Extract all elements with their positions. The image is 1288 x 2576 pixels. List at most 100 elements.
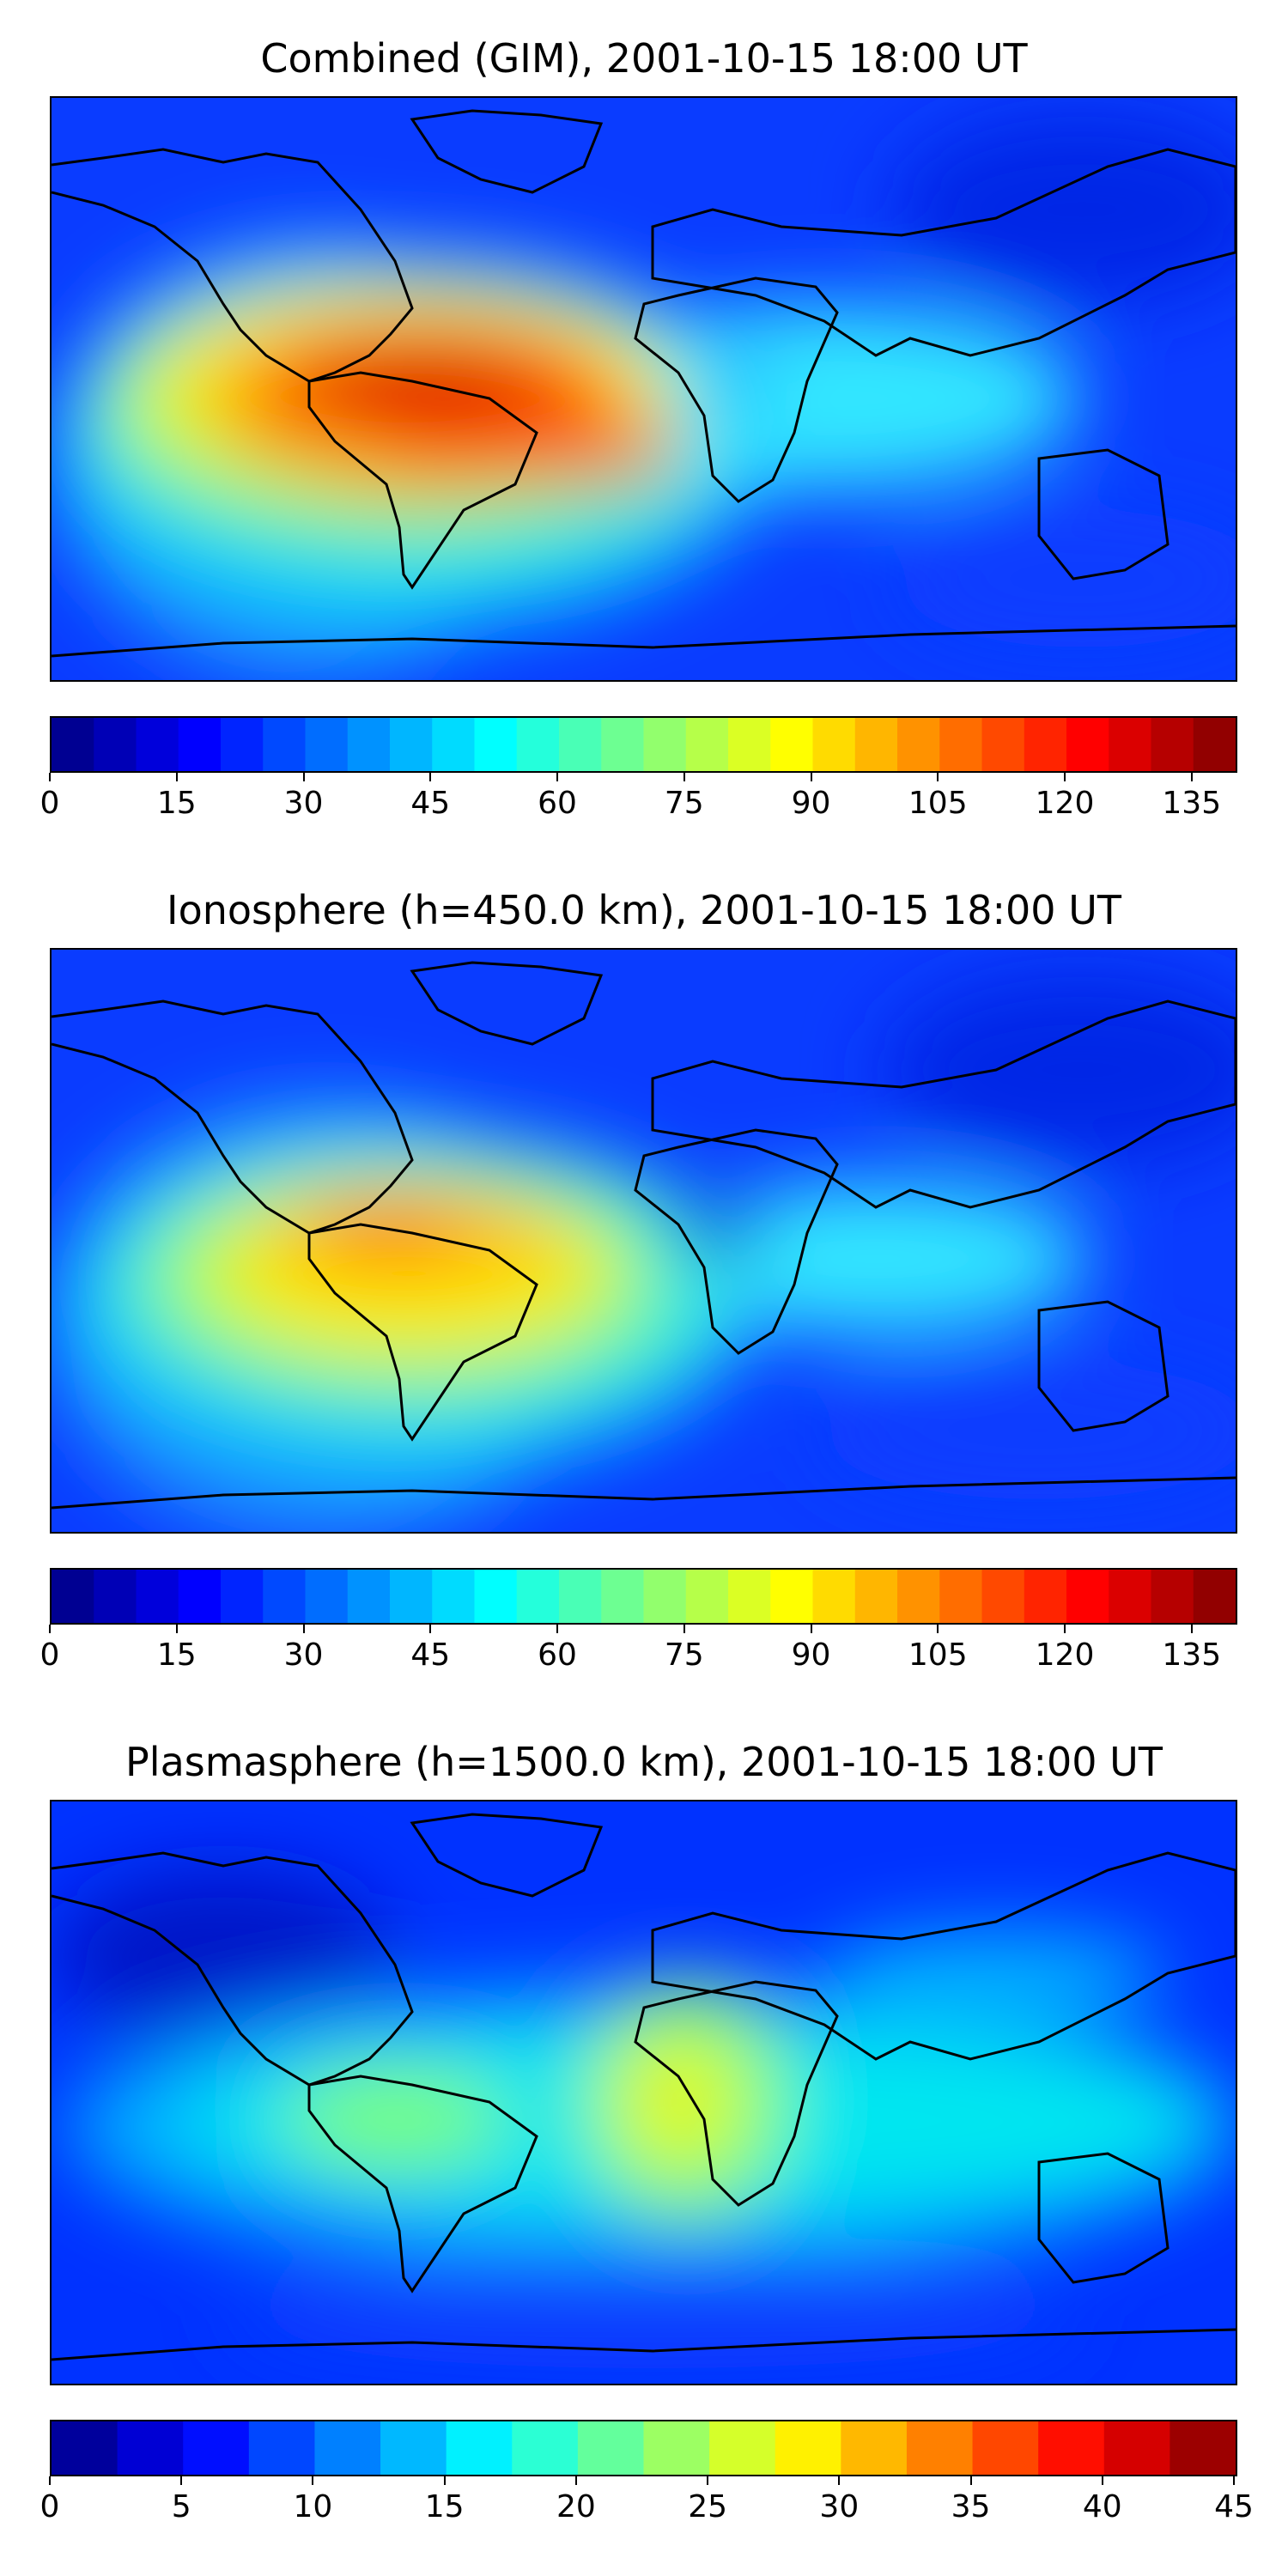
colorbar-segment — [559, 1570, 602, 1623]
colorbar-segment — [1024, 1570, 1067, 1623]
colorbar-segment — [432, 718, 476, 771]
colorbar-segment — [305, 718, 349, 771]
colorbar-tick-label: 35 — [951, 2489, 991, 2524]
colorbar-tick-label: 15 — [424, 2489, 465, 2524]
colorbar-segment — [1193, 1570, 1236, 1623]
colorbar-tick — [302, 1625, 305, 1633]
panel2-coastlines — [52, 961, 1236, 1510]
colorbar-segment — [601, 718, 645, 771]
colorbar-segment — [981, 718, 1025, 771]
colorbar-segment — [221, 1570, 264, 1623]
colorbar-segment — [136, 1570, 179, 1623]
colorbar-segment — [52, 1570, 94, 1623]
colorbar-tick-label: 15 — [156, 786, 197, 821]
colorbar-segment — [643, 2421, 710, 2475]
colorbar-segment — [1103, 2421, 1170, 2475]
colorbar-tick — [838, 2476, 841, 2485]
colorbar-tick-label: 90 — [791, 1637, 831, 1673]
colorbar-tick-label: 60 — [538, 1637, 577, 1673]
colorbar-segment — [1170, 2421, 1236, 2475]
colorbar-tick — [1190, 1625, 1193, 1633]
colorbar-segment — [390, 718, 433, 771]
colorbar-tick — [49, 773, 51, 781]
colorbar-segment — [380, 2421, 447, 2475]
colorbar-segment — [577, 2421, 645, 2475]
colorbar-segment — [263, 1570, 307, 1623]
colorbar-segment — [516, 1570, 560, 1623]
colorbar-tick — [556, 773, 558, 781]
colorbar-segment — [770, 1570, 814, 1623]
colorbar-tick-label: 45 — [410, 1637, 451, 1673]
colorbar-segment — [709, 2421, 776, 2475]
colorbar-segment — [685, 718, 729, 771]
colorbar-segment — [136, 718, 179, 771]
colorbar-tick — [1064, 1625, 1066, 1633]
colorbar-segment — [446, 2421, 513, 2475]
colorbar-tick — [683, 1625, 685, 1633]
colorbar-tick — [429, 773, 432, 781]
colorbar-tick-label: 20 — [556, 2489, 596, 2524]
colorbar-segment — [559, 718, 602, 771]
colorbar-tick-label: 0 — [39, 1637, 60, 1673]
colorbar-tick-label: 120 — [1035, 1637, 1095, 1673]
colorbar-segment — [981, 1570, 1025, 1623]
colorbar-tick-label: 105 — [908, 786, 968, 821]
colorbar-tick-label: 30 — [819, 2489, 860, 2524]
panel3-coastlines — [52, 1813, 1236, 2361]
colorbar-segment — [263, 718, 307, 771]
panel1-colorbar — [50, 716, 1237, 773]
colorbar-segment — [52, 2421, 118, 2475]
colorbar-segment — [1109, 1570, 1152, 1623]
colorbar-segment — [248, 2421, 316, 2475]
colorbar-tick-label: 15 — [156, 1637, 197, 1673]
panel1-title: Combined (GIM), 2001-10-15 18:00 UT — [260, 35, 1028, 82]
colorbar-tick — [1190, 773, 1193, 781]
colorbar-tick-label: 40 — [1082, 2489, 1122, 2524]
panel1-map — [50, 96, 1237, 682]
colorbar-tick-label: 0 — [39, 2489, 60, 2524]
colorbar-segment — [117, 2421, 184, 2475]
colorbar-segment — [897, 718, 940, 771]
panel2-colorbar-ticks: 0 15 30 45 60 75 90 105 120 135 — [40, 1625, 1237, 1676]
colorbar-segment — [728, 718, 771, 771]
colorbar-tick — [707, 2476, 709, 2485]
colorbar-segment — [685, 1570, 729, 1623]
colorbar-segment — [1066, 718, 1109, 771]
colorbar-tick — [1233, 2476, 1235, 2485]
colorbar-segment — [841, 2421, 908, 2475]
colorbar-tick-label: 0 — [39, 786, 60, 821]
colorbar-segment — [775, 2421, 841, 2475]
colorbar-tick — [443, 2476, 446, 2485]
colorbar-tick — [302, 773, 305, 781]
colorbar-segment — [939, 1570, 983, 1623]
colorbar-tick — [429, 1625, 432, 1633]
colorbar-segment — [305, 1570, 349, 1623]
colorbar-tick — [810, 773, 812, 781]
colorbar-tick-label: 25 — [688, 2489, 728, 2524]
colorbar-segment — [770, 718, 814, 771]
colorbar-tick — [175, 773, 178, 781]
colorbar-tick-label: 135 — [1162, 1637, 1222, 1673]
colorbar-tick — [175, 1625, 178, 1633]
colorbar-segment — [183, 2421, 250, 2475]
colorbar-segment — [1038, 2421, 1105, 2475]
colorbar-segment — [94, 1570, 137, 1623]
colorbar-tick-label: 120 — [1035, 786, 1095, 821]
colorbar-tick — [683, 773, 685, 781]
colorbar-tick-label: 5 — [171, 2489, 191, 2524]
colorbar-segment — [897, 1570, 940, 1623]
colorbar-segment — [643, 718, 687, 771]
colorbar-tick — [49, 1625, 51, 1633]
colorbar-segment — [516, 718, 560, 771]
colorbar-tick — [180, 2476, 183, 2485]
colorbar-tick — [810, 1625, 812, 1633]
colorbar-segment — [854, 718, 898, 771]
colorbar-tick-label: 45 — [410, 786, 451, 821]
colorbar-tick-label: 60 — [538, 786, 577, 821]
colorbar-segment — [1193, 718, 1236, 771]
colorbar-segment — [972, 2421, 1039, 2475]
colorbar-segment — [178, 718, 222, 771]
colorbar-segment — [347, 1570, 391, 1623]
colorbar-tick — [49, 2476, 51, 2485]
colorbar-segment — [474, 718, 518, 771]
